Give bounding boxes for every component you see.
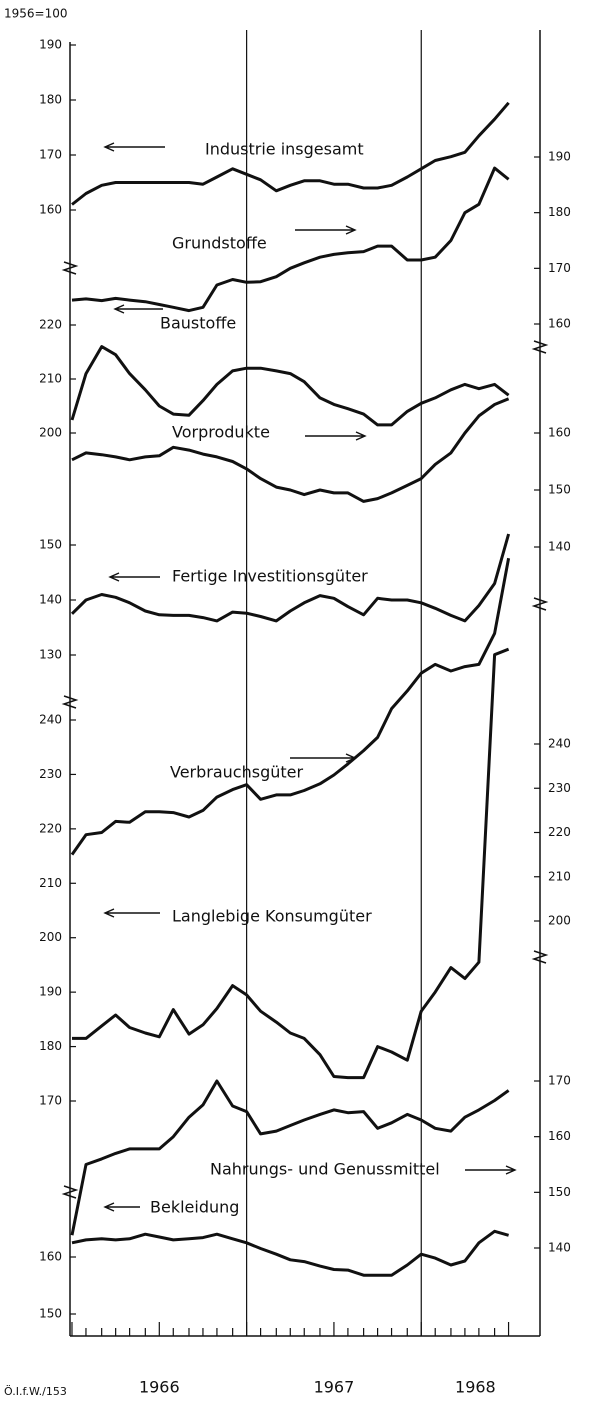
series-label: Langlebige Konsumgüter — [172, 907, 372, 926]
y-tick-label: 230 — [39, 767, 62, 781]
series-label: Vorprodukte — [172, 423, 270, 442]
y-tick-label: 180 — [39, 1039, 62, 1053]
series-line — [70, 557, 511, 856]
series-label: Grundstoffe — [172, 234, 267, 253]
series-arrow — [103, 908, 160, 918]
series-label: Verbrauchsgüter — [170, 763, 303, 782]
y-tick-label: 160 — [39, 1250, 62, 1264]
y-tick-label: 160 — [548, 1129, 571, 1143]
y-tick-label: 210 — [39, 372, 62, 386]
series-line — [71, 1229, 510, 1277]
series-arrow — [290, 753, 357, 763]
series-label: Baustoffe — [160, 314, 236, 333]
y-tick-label: 240 — [548, 737, 571, 751]
series-line — [71, 166, 510, 313]
series-arrow — [295, 225, 357, 235]
y-tick-label: 150 — [548, 1185, 571, 1199]
x-tick-label: 1967 — [314, 1378, 355, 1397]
y-tick-label: 190 — [39, 38, 62, 52]
y-tick-label: 160 — [548, 317, 571, 331]
series-label: Industrie insgesamt — [205, 140, 364, 159]
y-tick-label: 140 — [548, 1241, 571, 1255]
series-line — [72, 647, 510, 1080]
series-arrow — [103, 142, 165, 152]
series-label: Bekleidung — [150, 1198, 239, 1217]
y-tick-label: 150 — [548, 483, 571, 497]
break — [61, 1185, 79, 1199]
series-arrow — [465, 1165, 517, 1175]
series-label: Fertige Investitionsgüter — [172, 567, 368, 586]
y-tick-label: 230 — [548, 781, 571, 795]
series-label: Nahrungs- und Genussmittel — [210, 1160, 440, 1179]
series-arrow — [103, 1202, 140, 1212]
index-base: 1956=100 — [4, 7, 68, 21]
y-tick-label: 220 — [548, 825, 571, 839]
y-tick-label: 140 — [548, 540, 571, 554]
series-arrow — [113, 304, 163, 314]
y-tick-label: 200 — [548, 914, 571, 928]
y-tick-label: 200 — [39, 426, 62, 440]
y-tick-label: 140 — [39, 593, 62, 607]
y-tick-label: 170 — [39, 148, 62, 162]
break — [61, 261, 79, 275]
series-arrow — [108, 572, 160, 582]
y-tick-label: 210 — [548, 869, 571, 883]
y-tick-label: 180 — [39, 93, 62, 107]
series-line — [71, 397, 510, 503]
break — [531, 340, 549, 354]
y-tick-label: 190 — [548, 150, 571, 164]
y-tick-label: 240 — [39, 713, 62, 727]
y-tick-label: 150 — [39, 1307, 62, 1321]
y-tick-label: 180 — [548, 205, 571, 219]
series-arrow — [305, 431, 367, 441]
y-tick-label: 210 — [39, 876, 62, 890]
y-tick-label: 220 — [39, 821, 62, 835]
series-line — [70, 533, 511, 623]
break — [531, 950, 549, 964]
series-line — [70, 1079, 510, 1236]
break — [531, 597, 549, 611]
series-line — [71, 101, 510, 206]
y-tick-label: 160 — [548, 426, 571, 440]
y-tick-label: 170 — [39, 1094, 62, 1108]
break — [61, 695, 79, 709]
axis-breaks — [61, 261, 549, 1199]
y-tick-label: 150 — [39, 538, 62, 552]
y-tick-label: 170 — [548, 261, 571, 275]
x-tick-label: 1968 — [455, 1378, 496, 1397]
y-tick-label: 170 — [548, 1074, 571, 1088]
source: Ö.I.f.W./153 — [4, 1385, 67, 1398]
y-tick-label: 190 — [39, 985, 62, 999]
y-tick-label: 130 — [39, 648, 62, 662]
y-tick-label: 160 — [39, 203, 62, 217]
x-tick-label: 1966 — [139, 1378, 180, 1397]
series-line — [70, 345, 510, 427]
y-tick-label: 200 — [39, 930, 62, 944]
y-tick-label: 220 — [39, 318, 62, 332]
